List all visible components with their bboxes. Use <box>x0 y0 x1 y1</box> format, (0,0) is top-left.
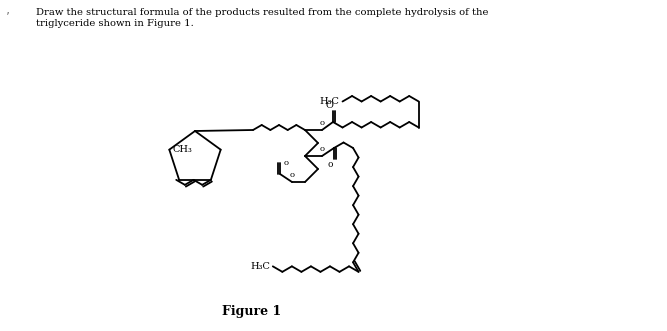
Text: o: o <box>284 159 289 167</box>
Text: Draw the structural formula of the products resulted from the complete hydrolysi: Draw the structural formula of the produ… <box>36 8 488 17</box>
Text: H₃C: H₃C <box>250 262 270 271</box>
Text: o: o <box>327 160 333 169</box>
Text: o: o <box>319 145 325 153</box>
Text: O: O <box>325 101 333 110</box>
Text: ’: ’ <box>6 10 10 23</box>
Text: o: o <box>319 119 325 127</box>
Text: CH₃: CH₃ <box>172 145 192 154</box>
Text: Figure 1: Figure 1 <box>222 306 281 318</box>
Text: triglyceride shown in Figure 1.: triglyceride shown in Figure 1. <box>36 19 193 28</box>
Text: H₃C: H₃C <box>319 97 340 106</box>
Text: o: o <box>289 171 295 179</box>
